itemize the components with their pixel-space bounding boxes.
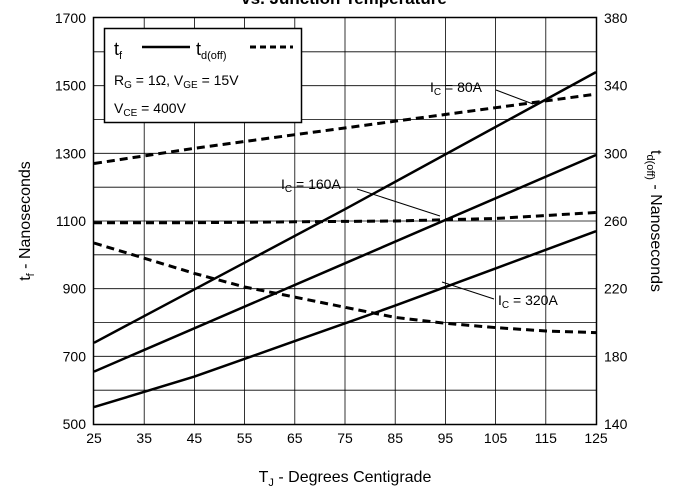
left-y-tick-label: 1500 [55, 78, 86, 94]
annotation-ic-80a-label: IC = 80A [430, 79, 483, 98]
annotation-ic-320a: IC = 320A [441, 281, 558, 311]
series-layer [93, 71, 597, 409]
annotation-ic-160a-label: IC = 160A [281, 176, 341, 195]
legend-condition-1: RG = 1Ω, VGE = 15V [114, 72, 239, 91]
right-y-tick-label: 300 [604, 145, 628, 161]
right-y-tick-label: 260 [604, 213, 628, 229]
annotation-ic-160a-leader [356, 188, 441, 217]
series-tf-line-1 [93, 153, 597, 373]
right-y-axis-title: td(off) - Nanoseconds [644, 150, 664, 292]
x-tick-label: 35 [136, 430, 152, 446]
x-tick-label: 55 [237, 430, 253, 446]
legend-tf-label: tf [114, 39, 123, 62]
left-y-tick-label: 1100 [56, 213, 86, 229]
series-td-off-line-3 [93, 92, 597, 165]
x-axis-title: TJ - Degrees Centigrade [259, 469, 432, 489]
left-y-tick-label: 1700 [55, 10, 86, 26]
right-y-tick-label: 380 [604, 10, 628, 26]
x-tick-label: 45 [187, 430, 203, 446]
x-tick-label: 75 [337, 430, 353, 446]
right-y-tick-label: 340 [604, 78, 628, 94]
legend-condition-2: VCE = 400V [114, 100, 187, 119]
plot-frame [92, 16, 598, 426]
left-y-tick-label: 500 [63, 416, 87, 432]
annotation-ic-80a: IC = 80A [430, 79, 534, 105]
x-tick-label: 95 [438, 430, 454, 446]
chart-title: vs. Junction Temperature [241, 0, 447, 8]
legend-td-label: td(off) [196, 39, 227, 62]
grid [94, 18, 596, 424]
left-y-tick-label: 1300 [55, 145, 86, 161]
right-y-tick-label: 180 [604, 348, 628, 364]
right-y-tick-label: 220 [604, 281, 628, 297]
series-tf-line-0 [93, 71, 597, 344]
annotation-ic-80a-leader [495, 89, 534, 105]
right-y-tick-label: 140 [604, 416, 628, 432]
right-y-tick-labels: 140 180 220 260 300 340 380 [604, 10, 628, 432]
series-tf-line-2 [93, 230, 597, 409]
annotation-ic-320a-leader [441, 281, 495, 300]
x-tick-label: 125 [584, 430, 608, 446]
left-y-tick-labels: 500 700 900 1100 1300 1500 1700 [55, 10, 86, 432]
legend: tf td(off) RG = 1Ω, VGE = 15V VCE = 400V [103, 27, 303, 124]
x-tick-labels: 25 35 45 55 65 75 85 95 105 115 125 [86, 430, 608, 446]
left-y-axis-title: tf - Nanoseconds [17, 161, 37, 281]
left-y-tick-label: 700 [63, 348, 87, 364]
legend-box [103, 27, 303, 124]
series-td-off-line-4 [94, 211, 597, 225]
x-tick-label: 85 [387, 430, 403, 446]
x-tick-label: 25 [86, 430, 102, 446]
annotation-ic-160a: IC = 160A [281, 176, 441, 217]
left-y-tick-label: 900 [63, 281, 87, 297]
x-tick-label: 105 [484, 430, 508, 446]
annotation-ic-320a-label: IC = 320A [498, 292, 558, 311]
x-tick-label: 65 [287, 430, 303, 446]
x-tick-label: 115 [535, 430, 558, 446]
